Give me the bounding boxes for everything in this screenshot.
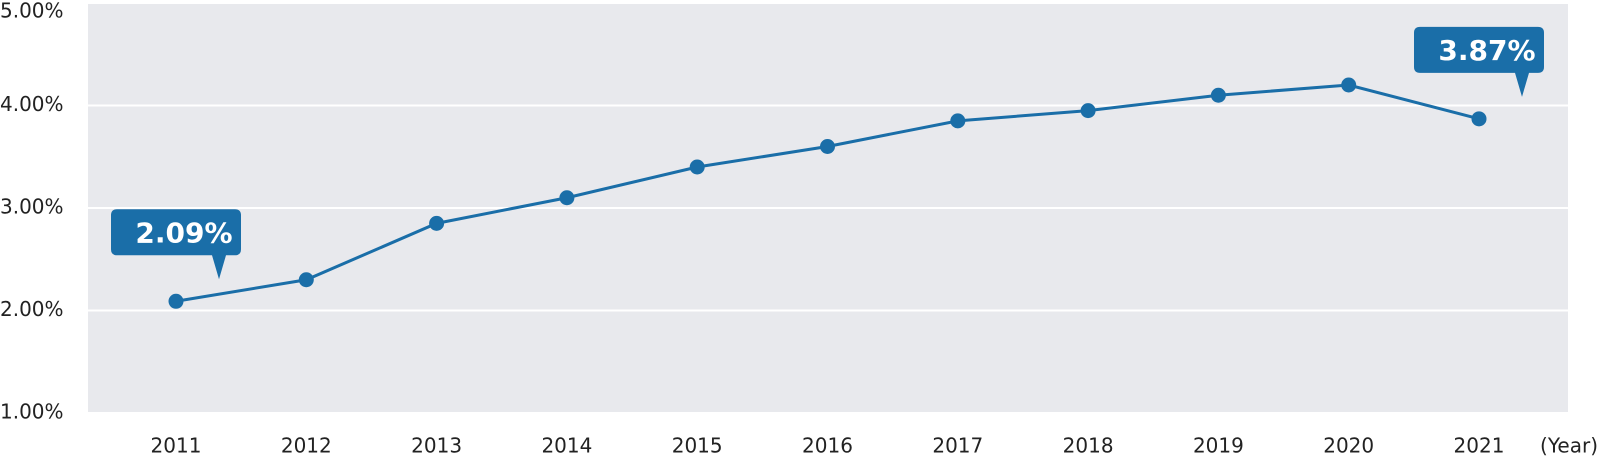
point bbox=[1080, 103, 1096, 119]
x-tick-label: 2015 bbox=[672, 434, 723, 458]
x-tick-label: 2012 bbox=[281, 434, 332, 458]
point bbox=[559, 190, 575, 206]
y-tick-label: 4.00% bbox=[0, 92, 64, 116]
x-tick-label: 2014 bbox=[541, 434, 592, 458]
x-tick-label: 2016 bbox=[802, 434, 853, 458]
x-tick-label: 2013 bbox=[411, 434, 462, 458]
y-tick-label: 2.00% bbox=[0, 297, 64, 321]
value-label: 3.87% bbox=[1438, 34, 1535, 67]
x-tick-label: 2019 bbox=[1193, 434, 1244, 458]
point bbox=[168, 293, 184, 309]
y-tick-label: 1.00% bbox=[0, 400, 64, 424]
x-tick-label: 2011 bbox=[151, 434, 202, 458]
callout bbox=[111, 209, 241, 280]
point bbox=[820, 139, 835, 154]
x-tick-label: 2020 bbox=[1323, 434, 1374, 458]
y-tick-label: 5.00% bbox=[0, 0, 64, 23]
callout bbox=[1414, 26, 1544, 97]
y-tick-label: 3.00% bbox=[0, 195, 64, 219]
point bbox=[950, 113, 966, 129]
value-label: 2.09% bbox=[135, 216, 232, 249]
point bbox=[298, 272, 314, 288]
x-tick-label: 2018 bbox=[1063, 434, 1114, 458]
point bbox=[1341, 77, 1357, 93]
x-tick-label: 2017 bbox=[932, 434, 983, 458]
point bbox=[429, 215, 445, 231]
point bbox=[1471, 111, 1487, 127]
x-axis-label: (Year) bbox=[1540, 434, 1598, 458]
x-tick-label: 2021 bbox=[1454, 434, 1505, 458]
point bbox=[1210, 87, 1226, 103]
point bbox=[689, 159, 705, 175]
